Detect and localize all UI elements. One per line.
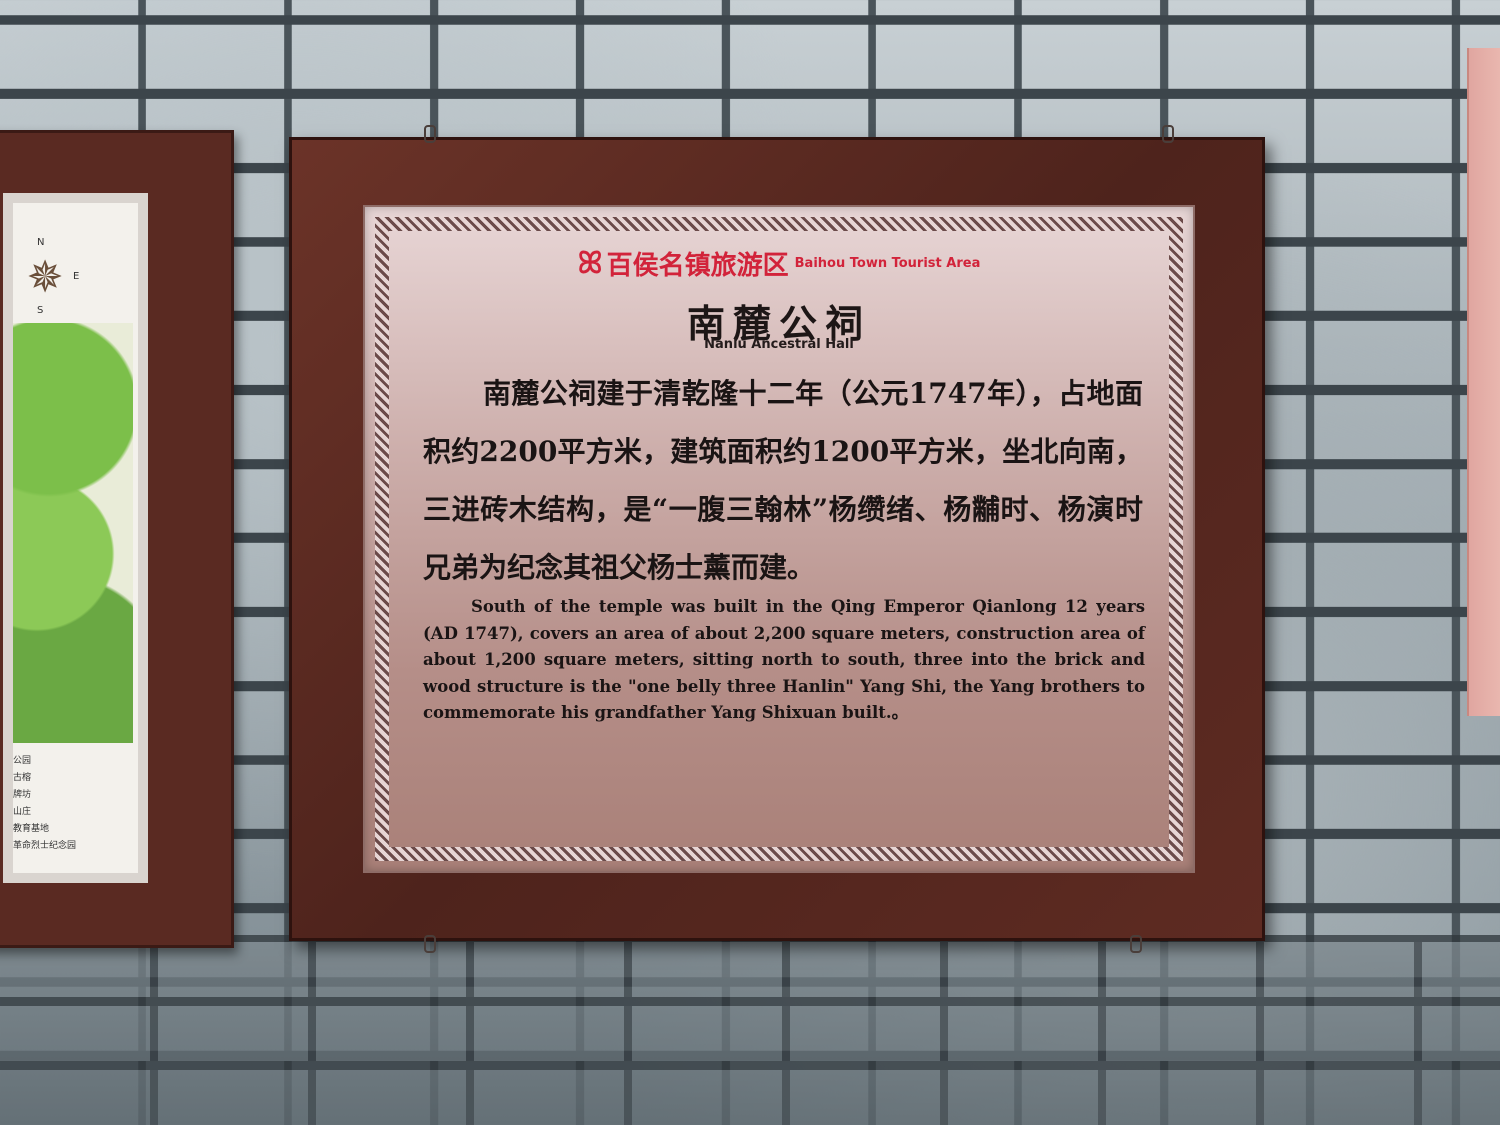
plaque-title-cn: 南麓公祠	[686, 301, 871, 346]
legend-item: 山庄	[13, 807, 32, 817]
legend-item: 古榕	[13, 773, 32, 783]
legend-item: 教育基地	[13, 824, 50, 834]
left-map-panel: ✵ N S E 公园 古榕 牌坊 山庄 教育基地 革命烈士纪念园	[3, 193, 148, 883]
compass-rose-icon: ✵	[26, 252, 64, 303]
tourist-area-logo: ꕤ 百侯名镇旅游区 Baihou Town Tourist Area	[365, 245, 1193, 282]
legend-item: 牌坊	[13, 790, 32, 800]
hanging-hook-icon	[424, 935, 436, 953]
brick-wall-lower	[0, 935, 1500, 1125]
butterfly-logo-icon: ꕤ	[577, 246, 603, 281]
info-plaque: ꕤ 百侯名镇旅游区 Baihou Town Tourist Area 南麓公祠 Na…	[363, 205, 1195, 873]
tourist-map-illustration	[13, 323, 133, 743]
greek-key-border	[375, 217, 1183, 861]
logo-text-en: Baihou Town Tourist Area	[794, 256, 981, 271]
map-legend: 公园 古榕 牌坊 山庄 教育基地 革命烈士纪念园	[13, 753, 133, 855]
logo-text-cn: 百侯名镇旅游区	[606, 251, 789, 281]
legend-item: 革命烈士纪念园	[13, 841, 77, 851]
description-en: South of the temple was built in the Qin…	[423, 597, 1145, 722]
compass-south: S	[37, 305, 44, 316]
description-cn: 南麓公祠建于清乾隆十二年（公元1747年），占地面积约2200平方米，建筑面积约…	[423, 377, 1143, 584]
hanging-hook-icon	[1162, 125, 1174, 143]
left-map-board: ✵ N S E 公园 古榕 牌坊 山庄 教育基地 革命烈士纪念园	[0, 130, 234, 948]
legend-item: 公园	[13, 756, 32, 766]
red-poster-edge	[1467, 48, 1500, 716]
compass-east: E	[73, 271, 80, 282]
hanging-hook-icon	[1130, 935, 1142, 953]
hanging-hook-icon	[424, 125, 436, 143]
plaque-title-en: Nanlu Ancestral Hall	[704, 337, 854, 352]
compass-north: N	[37, 237, 45, 248]
